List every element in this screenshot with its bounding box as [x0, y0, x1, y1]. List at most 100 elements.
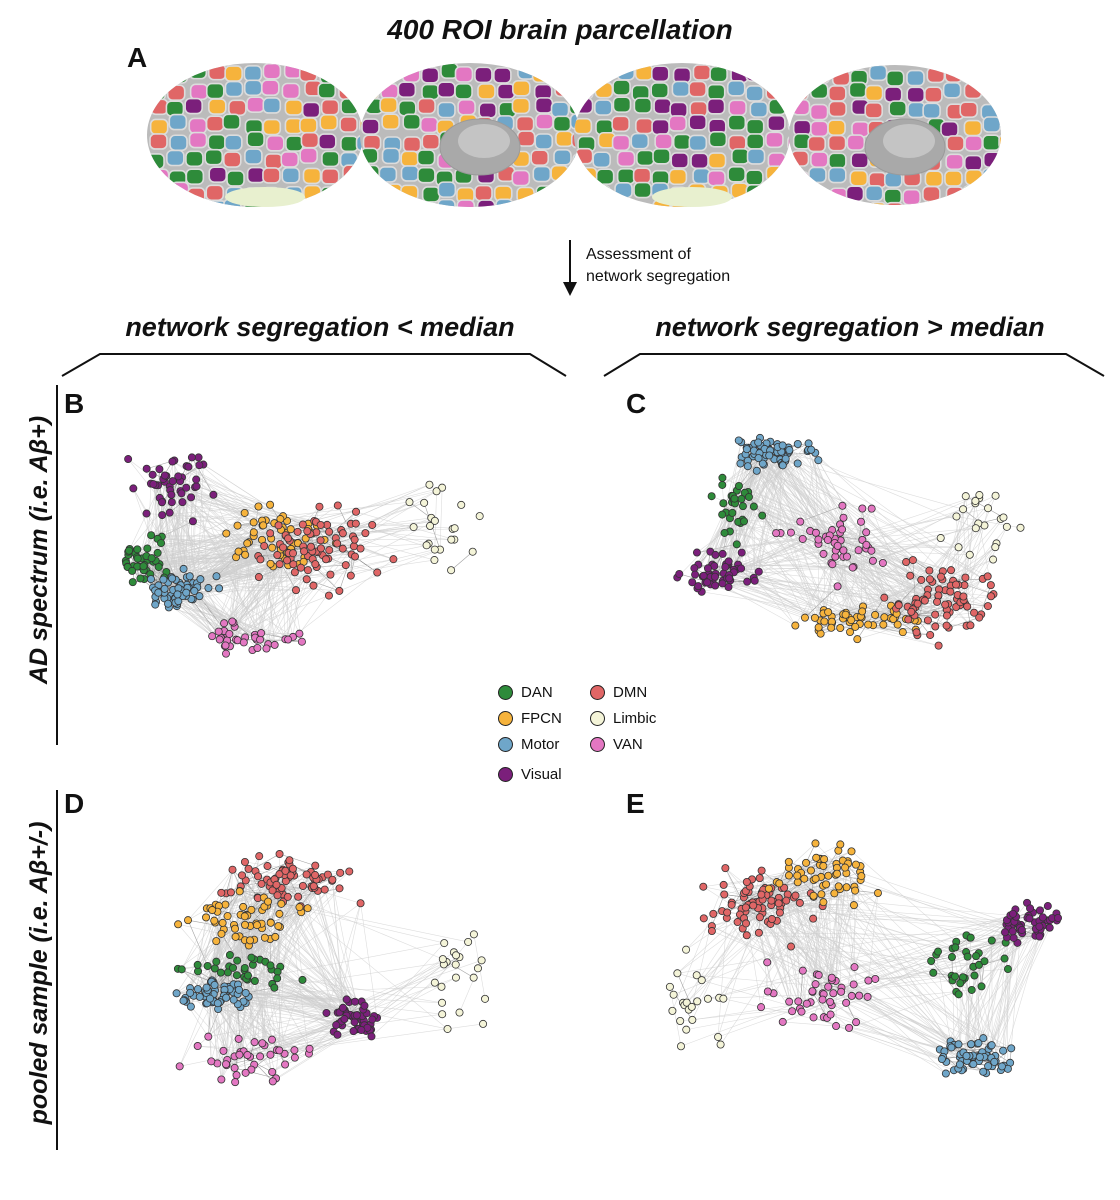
node — [1007, 1044, 1016, 1053]
edge — [711, 930, 817, 975]
edge — [127, 458, 275, 646]
edge — [961, 953, 980, 1062]
node — [218, 918, 227, 927]
node — [249, 528, 258, 537]
parcel — [535, 113, 554, 130]
node — [677, 1042, 686, 1051]
edge — [854, 912, 1033, 968]
node — [693, 997, 702, 1006]
node — [283, 556, 292, 565]
node — [867, 504, 876, 513]
parcel — [672, 67, 692, 84]
node — [839, 513, 848, 522]
edge — [672, 884, 724, 1011]
node — [168, 574, 177, 583]
edge — [267, 539, 355, 645]
node — [231, 924, 240, 933]
node — [997, 1062, 1006, 1071]
parcel — [811, 67, 831, 84]
edge — [355, 523, 435, 550]
legend-item-motor: Motor — [498, 736, 559, 753]
node — [154, 588, 163, 597]
edge — [772, 920, 793, 1012]
node — [743, 462, 752, 471]
node — [233, 521, 242, 530]
node — [217, 929, 226, 938]
node — [234, 1034, 243, 1043]
edge — [951, 975, 979, 1044]
node — [858, 607, 867, 616]
node — [867, 546, 876, 555]
parcel — [186, 187, 206, 204]
node — [325, 527, 334, 536]
parcel — [615, 200, 634, 207]
legend-label: DAN — [521, 684, 553, 701]
node — [210, 980, 219, 989]
parcel — [243, 79, 263, 97]
node — [311, 871, 320, 880]
parcel — [222, 113, 241, 131]
parcel — [224, 65, 243, 82]
node — [907, 607, 916, 616]
parcel — [298, 65, 318, 83]
node — [235, 887, 244, 896]
parcel — [262, 118, 282, 136]
node — [757, 866, 766, 875]
node — [757, 1003, 766, 1012]
node — [373, 568, 382, 577]
node — [202, 983, 211, 992]
node — [937, 1055, 946, 1064]
node — [675, 569, 684, 578]
node — [263, 862, 272, 871]
parcel — [321, 150, 340, 168]
node — [222, 529, 231, 538]
parcel — [381, 198, 400, 207]
node — [340, 1015, 349, 1024]
node — [703, 564, 712, 573]
parcel — [207, 98, 227, 115]
node — [273, 967, 282, 976]
parcel — [864, 84, 884, 102]
parcel — [357, 66, 363, 84]
node — [991, 543, 1000, 552]
edge — [256, 639, 302, 642]
edge — [745, 890, 955, 1046]
parcel — [845, 185, 865, 203]
node — [305, 1044, 314, 1053]
node — [827, 973, 836, 982]
node — [1009, 909, 1018, 918]
node — [955, 1060, 964, 1069]
node — [275, 1046, 284, 1055]
node — [151, 600, 160, 609]
edge — [853, 500, 976, 568]
node — [845, 1023, 854, 1032]
node — [195, 461, 204, 470]
parcel — [654, 133, 673, 150]
edge — [157, 484, 435, 561]
node — [349, 542, 358, 551]
row-label-bottom: pooled sample (i.e. Aβ+/-) — [25, 821, 53, 1125]
legend-item-limbic: Limbic — [590, 710, 656, 727]
edge — [176, 922, 223, 994]
node — [468, 547, 477, 556]
edge — [823, 916, 1017, 1018]
node — [215, 584, 224, 593]
edge — [147, 549, 281, 561]
node — [367, 1032, 376, 1041]
edge — [696, 894, 762, 1002]
node — [1001, 928, 1010, 937]
node — [809, 891, 818, 900]
parcel — [633, 181, 652, 199]
node — [665, 982, 674, 991]
parcel — [959, 65, 979, 83]
edge — [962, 509, 968, 607]
parcel — [340, 135, 359, 153]
edge — [838, 886, 860, 996]
parcel — [205, 184, 225, 202]
parcel — [550, 164, 569, 182]
node — [303, 527, 312, 536]
parcel — [534, 133, 554, 150]
parcel — [149, 133, 168, 150]
panel-label-c: C — [626, 388, 647, 419]
node — [802, 999, 811, 1008]
